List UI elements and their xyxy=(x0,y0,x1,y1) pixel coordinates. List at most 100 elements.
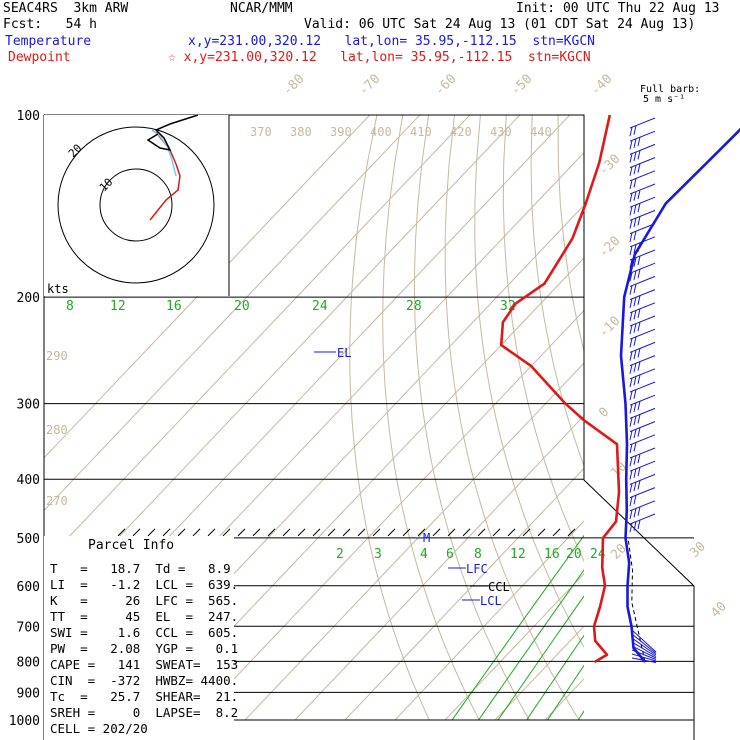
wind-barb xyxy=(629,236,656,248)
parcel-info-row: PW = 2.08 YGP = 0.1 xyxy=(50,641,239,656)
wind-barb-flag xyxy=(633,349,637,360)
wind-barb-flag xyxy=(637,269,641,279)
wind-barb xyxy=(629,487,656,499)
wind-barb xyxy=(631,633,657,654)
dry-adiabat-line xyxy=(502,115,584,563)
wind-barb-flag xyxy=(637,467,641,477)
isotherm-label: -40 xyxy=(588,72,615,99)
dry-adiabat-line xyxy=(713,115,740,720)
wind-barb-flag xyxy=(637,453,641,464)
sounding-series xyxy=(499,114,740,664)
parcel-tick xyxy=(312,528,321,537)
wind-barb-flag xyxy=(633,376,637,386)
wind-barb-flag xyxy=(637,137,641,147)
theta-label: 370 xyxy=(250,125,272,139)
mixing-ratio-label: 3 xyxy=(374,547,382,562)
mixing-ratio-line xyxy=(497,595,584,721)
wind-barb-flag xyxy=(629,193,633,203)
wind-barb-flag xyxy=(629,259,633,269)
mixing-ratio-label: 2 xyxy=(336,547,344,562)
el-marker-label: EL xyxy=(337,346,351,360)
mixing-ratio-line xyxy=(547,664,584,721)
wind-barb-flag xyxy=(637,519,641,530)
wind-barb-flag xyxy=(629,509,633,520)
forecast-hour: Fcst: 54 h xyxy=(3,17,97,32)
wind-barb-flag xyxy=(629,523,633,533)
isotherm-line xyxy=(194,309,584,721)
temperature-legend-label: Temperature xyxy=(5,34,92,49)
dry-adiabat-line xyxy=(530,115,584,468)
wind-barb-flag xyxy=(637,506,641,516)
wind-barb xyxy=(629,170,656,182)
wind-barb-flag xyxy=(629,417,633,427)
wind-barb xyxy=(631,649,657,660)
lfc-marker-label: LFC xyxy=(466,562,488,576)
wind-barb xyxy=(629,289,656,301)
wind-barb xyxy=(629,500,656,512)
mixing-ratio-label: 20 xyxy=(566,547,582,562)
theta-label: 380 xyxy=(290,125,312,139)
isotherm-line xyxy=(44,115,421,512)
wind-barb-flag xyxy=(633,204,637,214)
m-marker-label: M xyxy=(423,531,430,545)
isotherm-label: -10 xyxy=(596,314,623,341)
mixing-ratio-label: 12 xyxy=(510,547,526,562)
isotherm-line xyxy=(595,115,740,720)
parcel-tick xyxy=(117,528,126,537)
parcel-tick xyxy=(327,528,336,537)
barb-key-units: 5 m s⁻¹ xyxy=(643,94,686,105)
wind-barb-flag xyxy=(637,361,641,371)
theta-label: 420 xyxy=(450,125,472,139)
wind-barb-flag xyxy=(629,496,633,506)
wind-barb-flag xyxy=(629,470,633,480)
wind-barb xyxy=(629,315,656,327)
isotherm-line xyxy=(645,115,740,720)
pressure-label-800: 800 xyxy=(17,655,40,670)
pressure-label-300: 300 xyxy=(17,398,40,413)
wind-barb-flag xyxy=(637,295,641,305)
parcel-info-row: CIN = -372 HWBZ= 4400. xyxy=(50,673,239,688)
dry-adiabat-lines xyxy=(349,115,740,721)
parcel-tick xyxy=(162,528,171,537)
mixing-ratio-line xyxy=(646,297,740,720)
wind-barb-flag xyxy=(629,127,633,137)
dry-adiabat-line xyxy=(474,115,584,649)
isotherm-line xyxy=(394,520,584,721)
wind-barb-flag xyxy=(637,242,641,252)
wind-barb-flag xyxy=(629,430,633,440)
parcel-info-row: TT = 45 EL = 247. xyxy=(50,609,239,624)
wind-barb-flag xyxy=(637,414,641,424)
wind-barb xyxy=(629,183,656,195)
theta-label: 400 xyxy=(370,125,392,139)
parcel-tick xyxy=(252,528,261,537)
wind-barb-flag xyxy=(633,231,637,241)
theta-label: 290 xyxy=(46,349,68,363)
dry-adiabat-line xyxy=(349,115,430,721)
wind-barb-flag xyxy=(629,232,633,242)
wind-barb-flag xyxy=(637,189,641,200)
wind-barb-flag xyxy=(633,257,637,267)
wind-barb-flag xyxy=(633,508,637,518)
wind-barb xyxy=(629,130,656,142)
parcel-info-row: K = 26 LFC = 565. xyxy=(50,593,239,608)
theta-label: 390 xyxy=(330,125,352,139)
wind-barb-flag xyxy=(637,308,641,318)
wind-barb-flag xyxy=(633,336,637,346)
mixing-ratio-label: 24 xyxy=(312,299,328,314)
valid-time: Valid: 06 UTC Sat 24 Aug 13 (01 CDT Sat … xyxy=(304,17,696,32)
wind-barbs xyxy=(629,117,657,663)
wind-barb-flag xyxy=(633,481,637,492)
wind-barb-flag xyxy=(637,163,641,173)
wind-barb xyxy=(629,368,656,380)
parcel-tick xyxy=(432,528,441,537)
wind-barb-flag xyxy=(629,140,633,150)
parcel-tick xyxy=(207,528,216,537)
parcel-tick xyxy=(282,528,291,537)
parcel-tick xyxy=(507,528,516,537)
mixing-ratio-label: 4 xyxy=(420,547,428,562)
mixing-ratio-label: 6 xyxy=(446,547,454,562)
pressure-label-1000: 1000 xyxy=(9,714,40,729)
wind-barb-flag xyxy=(633,402,637,412)
